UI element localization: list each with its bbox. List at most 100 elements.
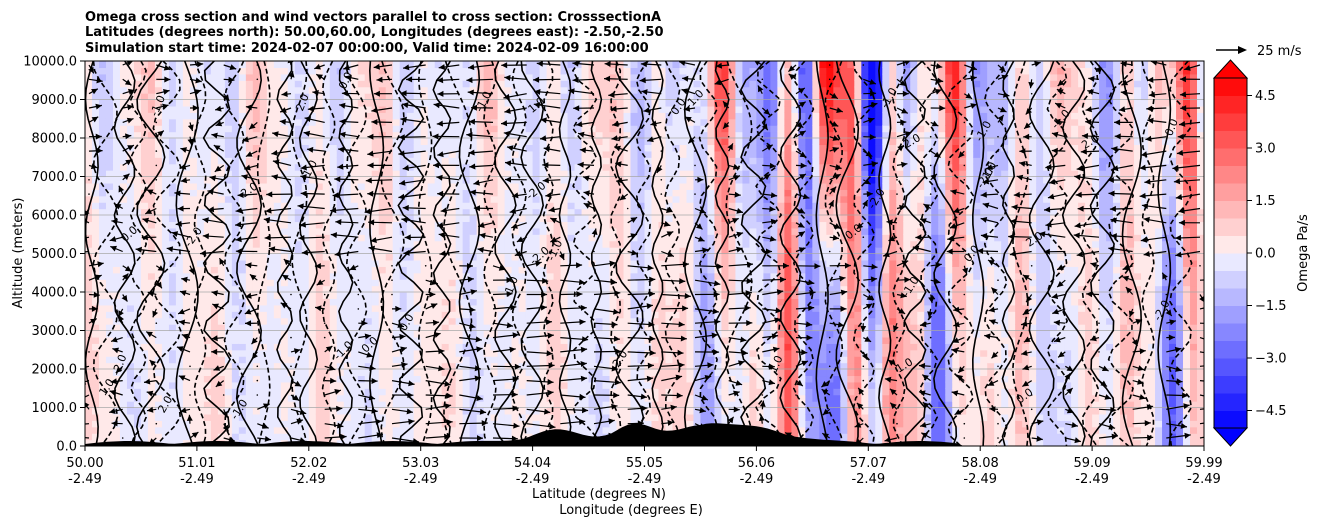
omega-cell xyxy=(434,401,443,409)
omega-cell xyxy=(616,105,625,113)
omega-cell xyxy=(623,234,632,242)
omega-cell xyxy=(231,259,240,267)
omega-cell xyxy=(189,176,198,184)
omega-cell xyxy=(658,259,667,267)
omega-cell xyxy=(238,356,247,364)
omega-cell xyxy=(483,407,492,415)
omega-cell xyxy=(448,86,457,94)
omega-cell xyxy=(616,324,625,332)
omega-cell xyxy=(490,253,499,261)
omega-cell xyxy=(175,73,184,81)
omega-cell xyxy=(497,356,506,364)
omega-cell xyxy=(658,247,667,255)
omega-cell xyxy=(644,394,653,402)
omega-cell xyxy=(623,259,632,267)
omega-cell xyxy=(231,324,240,332)
omega-cell xyxy=(189,163,198,171)
omega-cell xyxy=(644,240,653,248)
omega-cell xyxy=(504,61,513,69)
omega-cell xyxy=(287,202,296,210)
omega-cell xyxy=(203,163,212,171)
omega-cell xyxy=(385,208,394,216)
omega-cell xyxy=(294,304,303,312)
omega-cell xyxy=(315,144,324,152)
omega-cell xyxy=(462,381,471,389)
omega-cell xyxy=(315,93,324,101)
omega-cell xyxy=(525,202,534,210)
omega-cell xyxy=(497,388,506,396)
omega-cell xyxy=(623,279,632,287)
omega-cell xyxy=(294,336,303,344)
omega-cell xyxy=(203,433,212,441)
omega-cell xyxy=(413,420,422,428)
omega-cell xyxy=(196,324,205,332)
omega-cell xyxy=(252,189,261,197)
omega-cell xyxy=(406,279,415,287)
omega-cell xyxy=(196,259,205,267)
omega-cell xyxy=(189,131,198,139)
omega-cell xyxy=(140,253,149,261)
omega-cell xyxy=(378,369,387,377)
omega-cell xyxy=(560,369,569,377)
omega-cell xyxy=(441,150,450,158)
omega-cell xyxy=(322,93,331,101)
omega-cell xyxy=(315,138,324,146)
omega-cell xyxy=(280,343,289,351)
omega-cell xyxy=(336,73,345,81)
omega-cell xyxy=(266,61,275,69)
omega-cell xyxy=(392,131,401,139)
omega-cell xyxy=(644,138,653,146)
omega-cell xyxy=(273,144,282,152)
omega-cell xyxy=(644,356,653,364)
omega-cell xyxy=(658,394,667,402)
omega-cell xyxy=(266,202,275,210)
omega-cell xyxy=(266,381,275,389)
omega-cell xyxy=(350,413,359,421)
omega-cell xyxy=(112,80,121,88)
omega-cell xyxy=(392,138,401,146)
omega-cell xyxy=(322,131,331,139)
omega-cell xyxy=(98,369,107,377)
omega-cell xyxy=(308,227,317,235)
omega-cell xyxy=(85,330,93,338)
omega-cell xyxy=(294,182,303,190)
omega-cell xyxy=(455,259,464,267)
omega-cell xyxy=(497,221,506,229)
omega-cell xyxy=(434,118,443,126)
omega-cell xyxy=(616,131,625,139)
omega-cell xyxy=(203,317,212,325)
omega-cell xyxy=(119,407,128,415)
omega-cell xyxy=(287,279,296,287)
omega-cell xyxy=(315,240,324,248)
omega-cell xyxy=(602,138,611,146)
omega-cell xyxy=(336,61,345,69)
omega-cell xyxy=(322,266,331,274)
omega-cell xyxy=(112,73,121,81)
omega-cell xyxy=(85,93,93,101)
omega-cell xyxy=(616,336,625,344)
omega-cell xyxy=(196,138,205,146)
omega-cell xyxy=(609,253,618,261)
omega-cell xyxy=(91,285,100,293)
omega-cell xyxy=(490,311,499,319)
omega-cell xyxy=(168,413,177,421)
omega-cell xyxy=(287,266,296,274)
omega-cell xyxy=(504,67,513,75)
omega-cell xyxy=(602,253,611,261)
omega-cell xyxy=(280,202,289,210)
omega-cell xyxy=(413,362,422,370)
omega-cell xyxy=(637,131,646,139)
omega-cell xyxy=(238,375,247,383)
omega-cell xyxy=(497,125,506,133)
omega-cell xyxy=(294,67,303,75)
omega-cell xyxy=(399,343,408,351)
omega-cell xyxy=(294,369,303,377)
omega-cell xyxy=(203,182,212,190)
omega-cell xyxy=(315,413,324,421)
omega-cell xyxy=(651,272,660,280)
omega-cell xyxy=(427,240,436,248)
omega-cell xyxy=(154,189,163,197)
omega-cell xyxy=(434,202,443,210)
omega-cell xyxy=(238,420,247,428)
omega-cell xyxy=(175,195,184,203)
